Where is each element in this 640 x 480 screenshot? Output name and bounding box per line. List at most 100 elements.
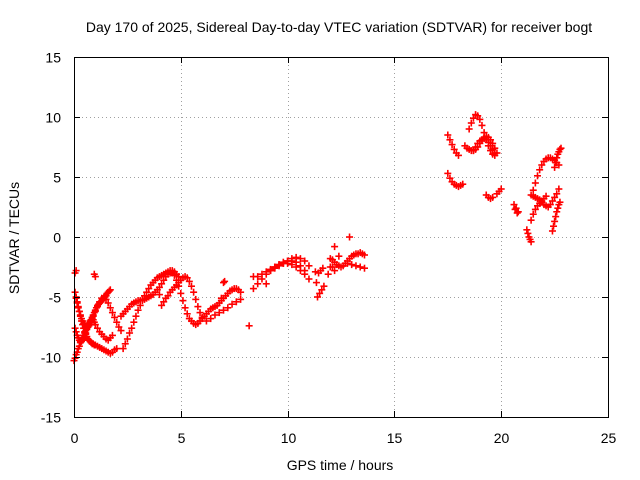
data-point [158, 301, 166, 309]
data-point [237, 288, 245, 296]
data-point [348, 261, 356, 269]
data-point [187, 282, 195, 290]
data-point [217, 294, 225, 302]
data-point [469, 114, 477, 122]
data-point [548, 197, 556, 205]
data-point [258, 270, 266, 278]
data-point [346, 233, 354, 241]
data-point [531, 179, 539, 187]
data-point [551, 163, 559, 171]
data-point [555, 185, 563, 193]
data-point [275, 262, 283, 270]
data-point [211, 311, 219, 319]
data-point [262, 268, 270, 276]
data-point [489, 193, 497, 201]
data-point [108, 309, 116, 317]
data-point [448, 141, 456, 149]
data-point [534, 172, 542, 180]
data-point [72, 294, 80, 302]
data-point [75, 307, 83, 315]
data-point [292, 253, 300, 261]
data-point [314, 293, 322, 301]
data-point [183, 310, 191, 318]
data-point [553, 190, 561, 198]
data-point [76, 311, 84, 319]
data-point [328, 263, 336, 271]
data-point [145, 285, 153, 293]
data-point [81, 333, 89, 341]
data-point [524, 229, 532, 237]
x-tick-label: 5 [178, 430, 186, 446]
data-point [155, 291, 163, 299]
data-point [91, 307, 99, 315]
data-point [96, 298, 104, 306]
data-point [89, 312, 97, 320]
data-point [476, 115, 484, 123]
data-point [529, 186, 537, 194]
data-point [158, 280, 166, 288]
data-point [164, 292, 172, 300]
x-tick-label: 20 [494, 430, 510, 446]
data-point [194, 303, 202, 311]
data-points [70, 111, 565, 365]
data-point [301, 257, 309, 265]
data-point [553, 208, 561, 216]
data-point [474, 143, 482, 151]
data-point [335, 252, 343, 260]
data-point [527, 216, 535, 224]
y-tick-label: 15 [45, 50, 61, 66]
data-point [106, 304, 114, 312]
data-point [117, 327, 125, 335]
data-point [237, 295, 245, 303]
data-point [556, 145, 564, 153]
data-point [190, 288, 198, 296]
data-point [497, 185, 505, 193]
data-point [523, 226, 531, 234]
data-point [512, 204, 520, 212]
data-point [130, 318, 138, 326]
data-point [85, 322, 93, 330]
data-point [202, 317, 210, 325]
data-point [513, 209, 521, 217]
data-point [305, 275, 313, 283]
data-point [360, 264, 368, 272]
x-tick-label: 0 [71, 430, 79, 446]
data-point [551, 193, 559, 201]
data-point [478, 121, 486, 129]
data-point [220, 306, 228, 314]
data-point [181, 304, 189, 312]
data-point [305, 262, 313, 270]
data-point [183, 274, 191, 282]
data-point [177, 289, 185, 297]
data-point [267, 267, 275, 275]
y-tick-label: -15 [41, 410, 61, 426]
axis-ticks: 0 5 10 15 20 25 -15 -10 -5 0 5 10 15 [41, 50, 617, 447]
data-point [467, 119, 475, 127]
data-point [74, 304, 82, 312]
data-point [556, 198, 564, 206]
data-point [170, 271, 178, 279]
data-point [489, 139, 497, 147]
data-point [552, 213, 560, 221]
data-point [126, 329, 134, 337]
data-point [476, 139, 484, 147]
x-axis-label: GPS time / hours [287, 457, 394, 473]
data-point [232, 298, 240, 306]
data-point [450, 145, 458, 153]
data-point [220, 279, 228, 287]
data-point [296, 255, 304, 263]
data-point [71, 324, 79, 332]
data-point [72, 267, 80, 275]
data-point [111, 313, 119, 321]
data-point [487, 136, 495, 144]
data-point [546, 201, 554, 209]
data-point [553, 154, 561, 162]
data-point [143, 288, 151, 296]
x-tick-label: 15 [387, 430, 403, 446]
data-point [254, 280, 262, 288]
data-point [198, 313, 206, 321]
data-point [123, 335, 131, 343]
y-tick-label: -5 [49, 290, 62, 306]
data-point [215, 309, 223, 317]
data-point [102, 295, 110, 303]
